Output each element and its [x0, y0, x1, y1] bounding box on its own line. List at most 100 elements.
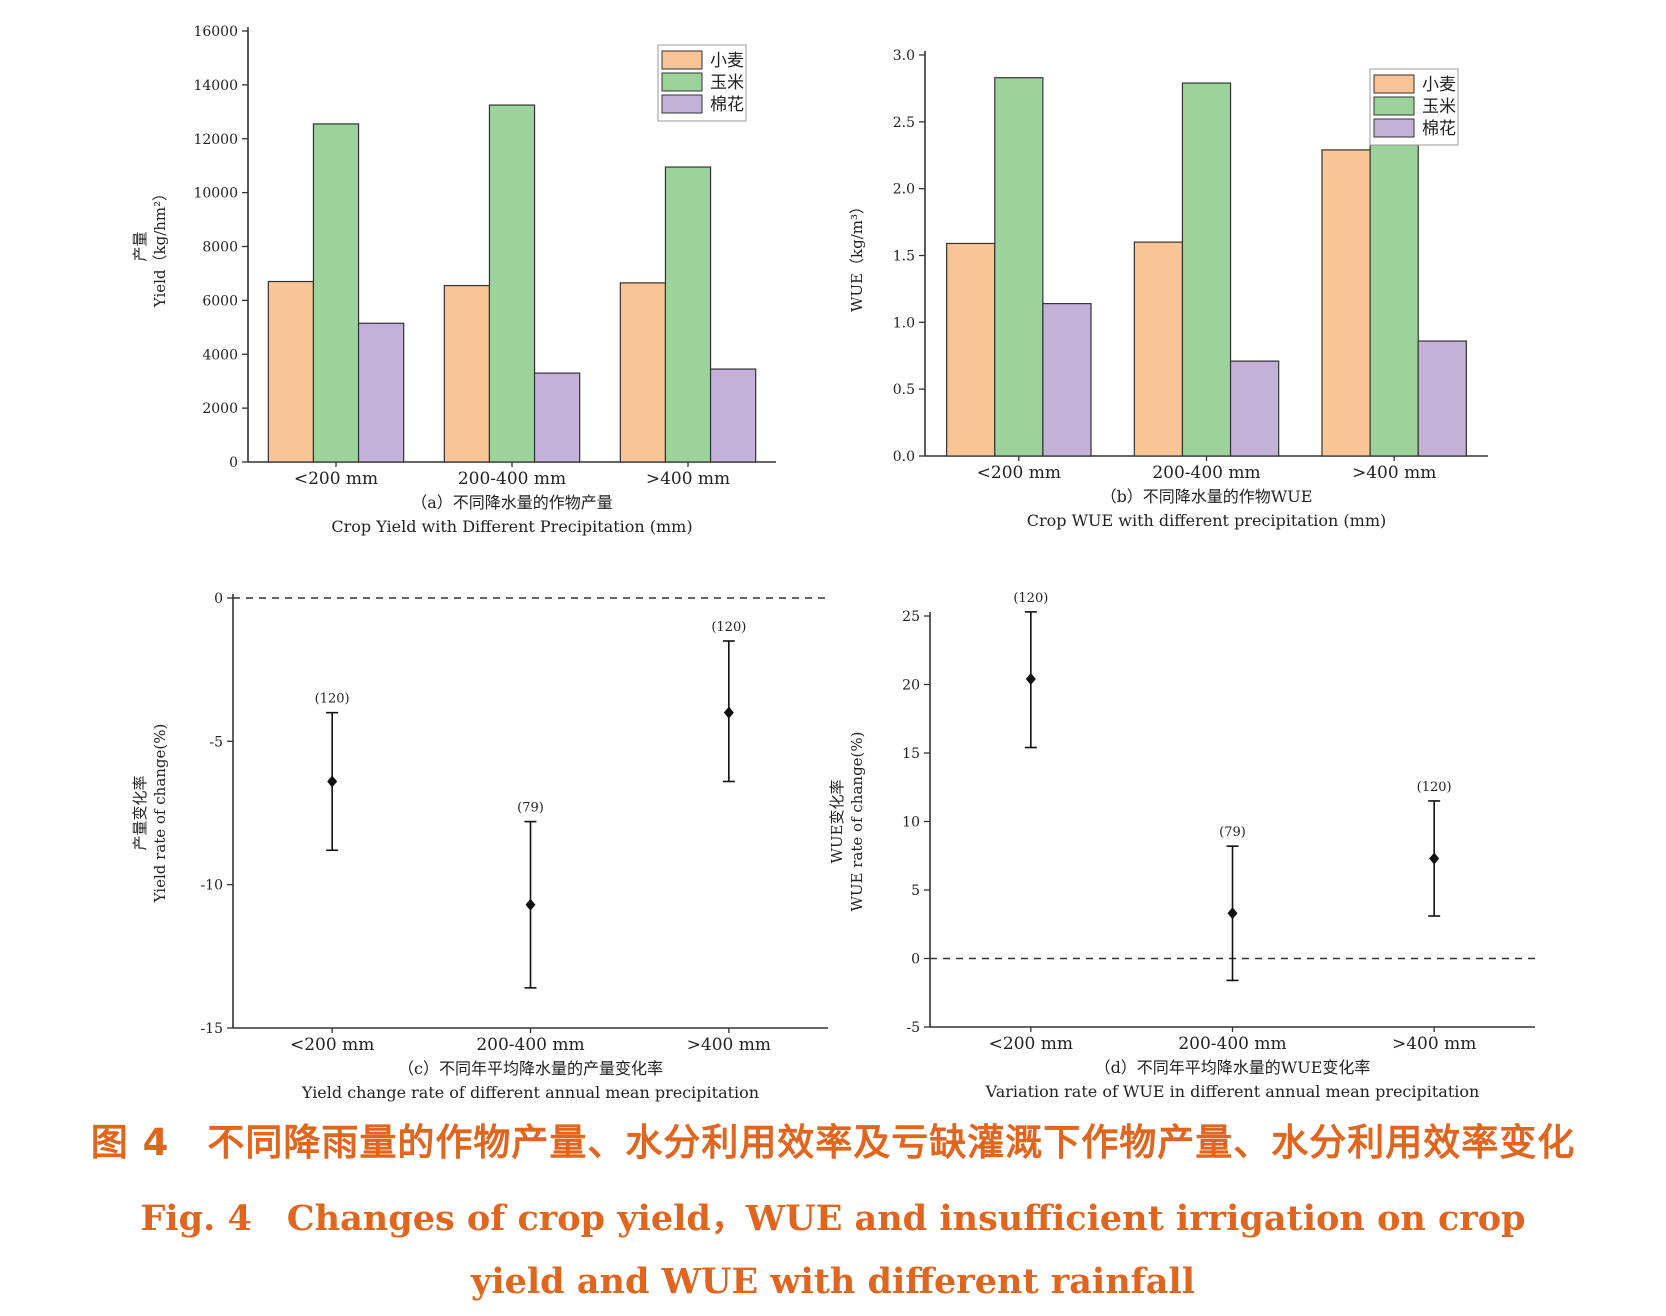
sample-size-label: (120) — [315, 692, 350, 707]
x-tick-label: <200 mm — [989, 1034, 1073, 1054]
y-tick-label: -5 — [209, 734, 223, 750]
x-tick-label: 200-400 mm — [458, 469, 566, 489]
legend-swatch — [661, 72, 703, 92]
y-tick-label: 2.0 — [893, 182, 915, 198]
legend-entry: 棉花 — [1422, 119, 1456, 139]
bar — [357, 322, 405, 463]
x-tick-label: 200-400 mm — [476, 1035, 584, 1055]
sample-size-label: (79) — [1219, 825, 1246, 840]
sample-size-label: (120) — [1013, 591, 1048, 606]
y-tick-label: 20 — [902, 678, 920, 694]
y-axis-label-zh: 产量 — [131, 231, 149, 261]
chart-subtitle: Yield change rate of different annual me… — [301, 1083, 759, 1102]
bar — [709, 368, 757, 463]
y-tick-label: 8000 — [202, 240, 238, 256]
caption-english-line1: Fig. 4 Changes of crop yield，WUE and ins… — [140, 1198, 1526, 1239]
y-axis-label: WUE rate of change(%) — [848, 731, 866, 911]
y-tick-label: 12000 — [193, 132, 238, 148]
bar — [443, 284, 491, 463]
y-axis-label-zh: 产量变化率 — [131, 775, 149, 850]
chart-d: 25 20 15 10 5 0 -5 <200 mm 200-400 mm >400 mm （d）不… — [828, 591, 1535, 1101]
legend-swatch — [1373, 96, 1415, 116]
y-tick-label: 3.0 — [893, 48, 915, 64]
bar — [994, 77, 1044, 457]
y-tick-label: 6000 — [202, 293, 238, 309]
x-tick-label: <200 mm — [294, 469, 378, 489]
y-axis-label: Yield（kg/hm²） — [151, 186, 169, 308]
x-tick-label: >400 mm — [687, 1035, 771, 1055]
y-tick-label: 0.0 — [893, 449, 915, 465]
y-tick-label: 1.5 — [893, 249, 915, 265]
caption-chinese: 图 4 不同降雨量的作物产量、水分利用效率及亏缺灌溉下作物产量、水分利用效率变化 — [90, 1121, 1576, 1164]
data-point — [1429, 852, 1440, 865]
x-tick-label: 200-400 mm — [1152, 463, 1260, 483]
y-tick-label: -5 — [906, 1020, 920, 1036]
y-tick-label: 5 — [911, 883, 920, 899]
x-tick-label: <200 mm — [290, 1035, 374, 1055]
legend-swatch — [1373, 74, 1415, 94]
data-point — [327, 775, 338, 788]
chart-a: 0 2000 4000 6000 8000 10000 12000 14000 16000 <20… — [131, 24, 776, 536]
y-tick-label: -10 — [200, 878, 223, 894]
legend-swatch — [661, 50, 703, 70]
chart-subtitle: Crop WUE with different precipitation (m… — [1027, 511, 1386, 530]
y-tick-label: 1.0 — [893, 315, 915, 331]
bar — [488, 104, 536, 463]
bar — [533, 372, 581, 463]
data-point — [1025, 673, 1036, 686]
bar — [267, 280, 315, 463]
x-tick-label: >400 mm — [1392, 1034, 1476, 1054]
data-point — [1227, 907, 1238, 920]
bar — [664, 166, 712, 463]
chart-b: 0.0 0.5 1.0 1.5 2.0 2.5 3.0 <200 mm 200-400 mm >4… — [848, 48, 1488, 530]
bar — [1181, 82, 1232, 457]
y-tick-label: 10000 — [193, 186, 238, 202]
bar — [1321, 149, 1371, 457]
sample-size-label: (79) — [517, 801, 544, 816]
y-tick-label: 4000 — [202, 347, 238, 363]
legend-entry: 棉花 — [710, 95, 744, 115]
y-tick-label: 14000 — [193, 78, 238, 94]
chart-c: 0 -5 -10 -15 <200 mm 200-400 mm >400 mm （c）不同年平… — [131, 591, 828, 1102]
x-tick-label: <200 mm — [977, 463, 1061, 483]
bar — [946, 242, 996, 457]
y-tick-label: 15 — [902, 746, 920, 762]
chart-subtitle-zh: （c）不同年平均降水量的产量变化率 — [398, 1059, 663, 1078]
figure-caption: 图 4 不同降雨量的作物产量、水分利用效率及亏缺灌溉下作物产量、水分利用效率变化… — [0, 1112, 1666, 1302]
chart-subtitle-zh: （d）不同年平均降水量的WUE变化率 — [1095, 1058, 1371, 1077]
y-axis-label: WUE（kg/m³） — [848, 199, 866, 312]
chart-subtitle: Crop Yield with Different Precipitation … — [331, 517, 692, 536]
y-tick-label: 2.5 — [893, 115, 915, 131]
sample-size-label: (120) — [1417, 780, 1452, 795]
data-point — [723, 706, 734, 719]
chart-subtitle-zh: （b）不同降水量的作物WUE — [1101, 487, 1313, 506]
y-tick-label: 0.5 — [893, 382, 915, 398]
bar — [1369, 98, 1419, 457]
x-tick-label: 200-400 mm — [1178, 1034, 1286, 1054]
data-point — [525, 898, 536, 911]
bar — [619, 282, 667, 463]
y-axis-label: Yield rate of change(%) — [151, 724, 169, 904]
y-tick-label: 16000 — [193, 24, 238, 40]
x-tick-label: >400 mm — [1352, 463, 1436, 483]
legend-entry: 小麦 — [710, 51, 744, 71]
bar — [1229, 360, 1280, 457]
chart-subtitle: Variation rate of WUE in different annua… — [985, 1082, 1480, 1101]
legend-entry: 玉米 — [710, 73, 744, 93]
legend-entry: 小麦 — [1422, 75, 1456, 95]
y-tick-label: 0 — [911, 952, 920, 968]
y-tick-label: 0 — [214, 591, 223, 607]
y-tick-label: 2000 — [202, 401, 238, 417]
y-tick-label: 0 — [229, 455, 238, 471]
sample-size-label: (120) — [711, 620, 746, 635]
chart-subtitle-zh: （a）不同降水量的作物产量 — [411, 493, 613, 512]
bar — [312, 123, 360, 463]
y-tick-label: 25 — [902, 609, 920, 625]
x-tick-label: >400 mm — [646, 469, 730, 489]
legend-swatch — [1373, 118, 1415, 138]
bar — [1042, 303, 1092, 457]
y-tick-label: 10 — [902, 815, 920, 831]
caption-english-line2: yield and WUE with different rainfall — [470, 1261, 1195, 1302]
